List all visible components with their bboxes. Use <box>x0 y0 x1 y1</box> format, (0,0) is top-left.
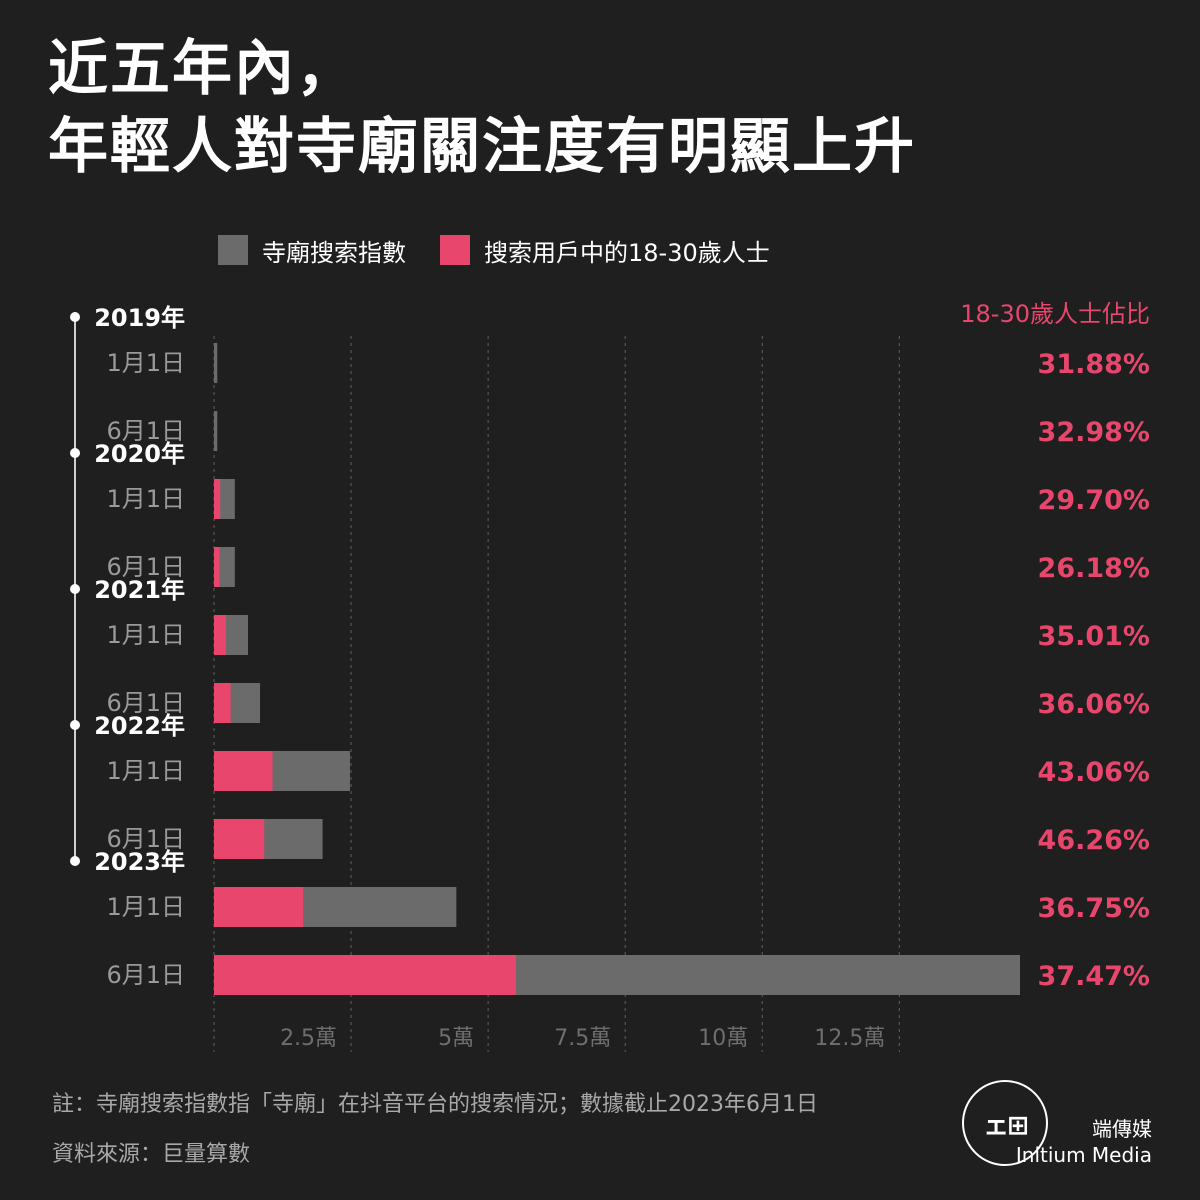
bar-young-users <box>214 955 517 995</box>
percent-label: 32.98% <box>1038 417 1150 448</box>
bar-young-users <box>214 819 265 859</box>
legend-item-index: 寺廟搜索指數 <box>218 233 406 268</box>
x-tick-label: 2.5萬 <box>280 1026 337 1051</box>
bar-young-users <box>214 615 226 655</box>
source-note: 資料來源：巨量算數 <box>52 1142 251 1167</box>
legend-swatch-index <box>218 235 248 265</box>
x-tick-label: 5萬 <box>438 1026 474 1051</box>
brand-name-cn: 端傳媒 <box>1092 1117 1152 1141</box>
percent-label: 43.06% <box>1038 757 1150 788</box>
percent-header: 18-30歲人士佔比 <box>960 300 1150 328</box>
percent-label: 29.70% <box>1038 485 1150 516</box>
percent-label: 36.75% <box>1038 893 1150 924</box>
percent-label: 36.06% <box>1038 689 1150 720</box>
bar-young-users <box>214 887 304 927</box>
date-label: 1月1日 <box>106 349 185 377</box>
date-label: 6月1日 <box>106 553 185 581</box>
logo-mark: ェ⊞ <box>983 1110 1029 1141</box>
year-label: 2022年 <box>94 712 185 740</box>
brand: 端傳媒 Initium Media <box>1016 1116 1152 1168</box>
percent-label: 26.18% <box>1038 553 1150 584</box>
timeline-dot <box>70 584 80 594</box>
initium-logo-icon: ェ⊞ <box>962 1080 1048 1166</box>
bar-young-users <box>214 683 231 723</box>
timeline-dot <box>70 856 80 866</box>
percent-label: 35.01% <box>1038 621 1150 652</box>
date-label: 1月1日 <box>106 485 185 513</box>
footnote: 註：寺廟搜索指數指「寺廟」在抖音平台的搜索情況；數據截止2023年6月1日 <box>52 1092 818 1117</box>
date-label: 6月1日 <box>106 825 185 853</box>
x-tick-label: 10萬 <box>698 1026 748 1051</box>
bar-young-users <box>214 479 221 519</box>
brand-name-en: Initium Media <box>1015 1143 1152 1167</box>
timeline-dot <box>70 448 80 458</box>
date-label: 1月1日 <box>106 893 185 921</box>
timeline-dot <box>70 720 80 730</box>
title-line-2: 年輕人對寺廟關注度有明顯上升 <box>48 112 916 182</box>
date-label: 6月1日 <box>106 417 185 445</box>
date-label: 6月1日 <box>106 689 185 717</box>
title-line-1: 近五年內， <box>48 34 358 104</box>
timeline-dot <box>70 312 80 322</box>
percent-label: 31.88% <box>1038 349 1150 380</box>
legend-label-index: 寺廟搜索指數 <box>262 238 406 267</box>
date-label: 6月1日 <box>106 961 185 989</box>
bar-search-index <box>214 411 218 451</box>
x-tick-label: 7.5萬 <box>554 1026 611 1051</box>
legend: 寺廟搜索指數 搜索用戶中的18-30歲人士 <box>218 232 770 268</box>
legend-item-young: 搜索用戶中的18-30歲人士 <box>440 233 770 268</box>
year-label: 2019年 <box>94 304 185 332</box>
date-label: 1月1日 <box>106 621 185 649</box>
percent-label: 46.26% <box>1038 825 1150 856</box>
year-label: 2020年 <box>94 440 185 468</box>
bar-search-index <box>214 343 218 383</box>
year-label: 2021年 <box>94 576 185 604</box>
legend-label-young: 搜索用戶中的18-30歲人士 <box>484 238 770 267</box>
title-block: 近五年內， 年輕人對寺廟關注度有明顯上升 <box>48 30 1148 186</box>
bar-young-users <box>214 547 220 587</box>
percent-label: 37.47% <box>1038 961 1150 992</box>
date-label: 1月1日 <box>106 757 185 785</box>
year-label: 2023年 <box>94 848 185 876</box>
legend-swatch-young <box>440 235 470 265</box>
bar-young-users <box>214 751 273 791</box>
x-tick-label: 12.5萬 <box>814 1026 885 1051</box>
